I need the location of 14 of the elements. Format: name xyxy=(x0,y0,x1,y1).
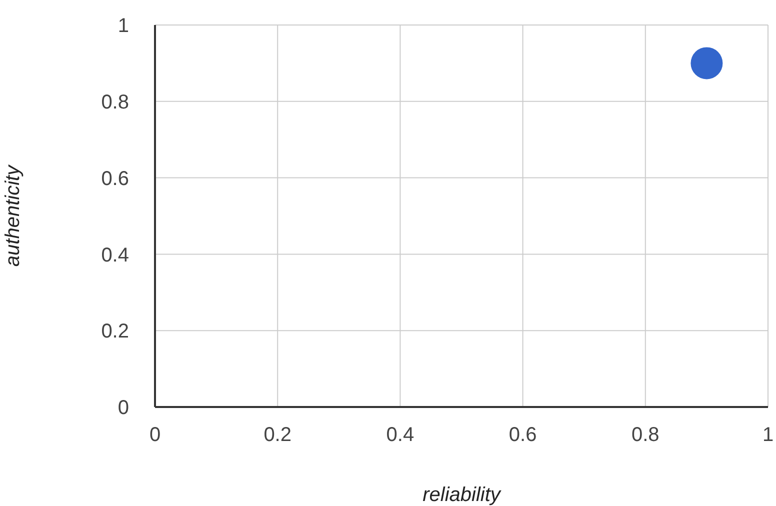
y-tick-label: 0.6 xyxy=(101,168,129,190)
x-tick-label: 0.4 xyxy=(386,424,414,446)
y-tick-label: 1 xyxy=(118,15,129,38)
y-tick-label: 0.8 xyxy=(101,92,129,114)
x-tick-label: 0.2 xyxy=(264,424,292,446)
y-axis-title: authenticity xyxy=(2,164,24,267)
y-tick-label: 0.4 xyxy=(101,244,129,266)
x-axis-title: reliability xyxy=(422,484,502,506)
x-tick-label: 0 xyxy=(149,424,161,446)
y-tick-label: 0.2 xyxy=(101,320,129,343)
y-tick-label: 0 xyxy=(118,397,129,420)
x-tick-label: 1 xyxy=(762,424,774,446)
x-tick-label: 0.8 xyxy=(631,424,660,446)
x-tick-label: 0.6 xyxy=(508,424,537,446)
